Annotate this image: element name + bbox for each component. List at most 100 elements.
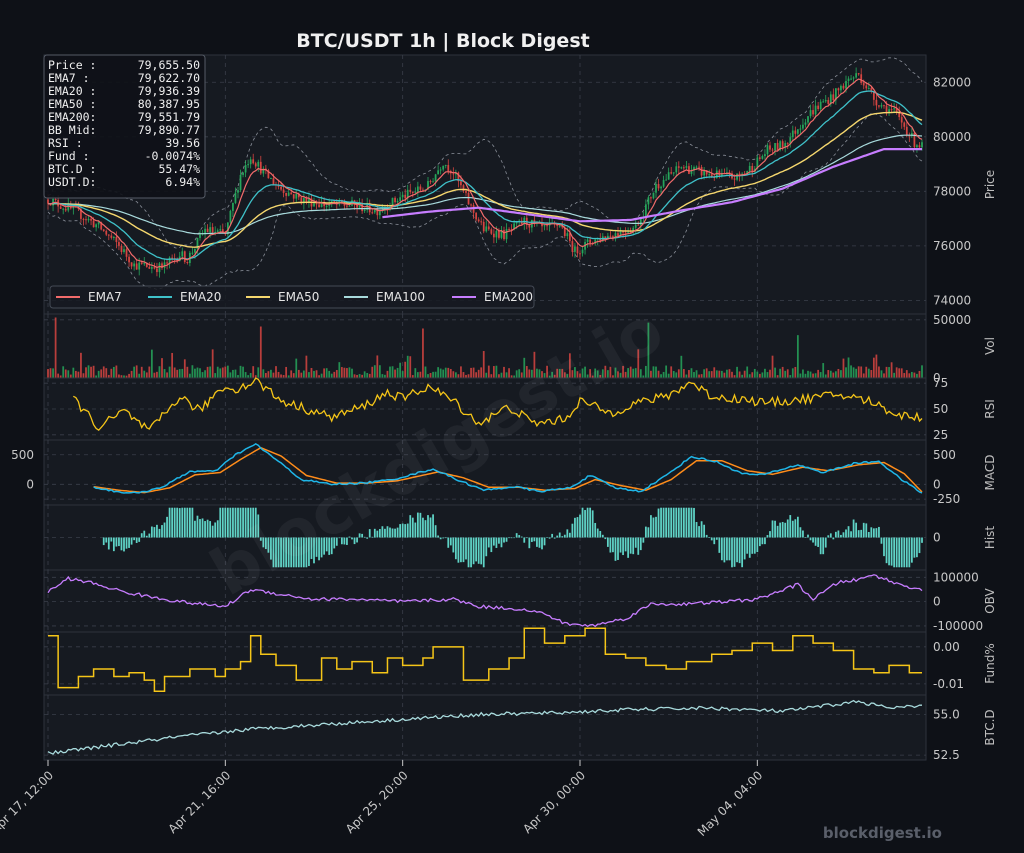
hist-bar bbox=[460, 537, 462, 563]
volume-bar bbox=[764, 368, 766, 378]
candle-body bbox=[54, 199, 57, 201]
candle-body bbox=[145, 263, 148, 268]
hist-bar bbox=[211, 525, 214, 538]
candle-body bbox=[500, 229, 503, 238]
funding-line bbox=[48, 627, 922, 693]
volume-bar bbox=[472, 367, 475, 378]
volume-bar bbox=[520, 372, 523, 378]
hist-bar bbox=[399, 524, 402, 538]
candle-body bbox=[708, 174, 711, 176]
volume-bar bbox=[399, 362, 402, 378]
volume-bar bbox=[130, 370, 133, 378]
volume-bar bbox=[315, 370, 318, 378]
hist-bar bbox=[130, 537, 133, 545]
candle-body bbox=[467, 192, 470, 205]
hist-bar bbox=[475, 537, 478, 562]
hist-bar bbox=[667, 507, 670, 538]
hist-bar bbox=[292, 537, 295, 568]
hist-bar bbox=[614, 537, 617, 561]
hist-bar bbox=[680, 507, 683, 538]
volume-bar bbox=[287, 375, 290, 378]
volume-bar bbox=[145, 372, 148, 378]
volume-bar bbox=[814, 373, 817, 378]
volume-bar bbox=[320, 373, 323, 378]
hist-bar bbox=[710, 537, 713, 541]
hist-bar bbox=[156, 524, 158, 538]
volume-bar bbox=[128, 373, 130, 378]
volume-bar bbox=[695, 370, 698, 378]
volume-bar bbox=[325, 368, 328, 378]
volume-bar bbox=[290, 370, 293, 378]
candle-body bbox=[168, 257, 171, 264]
volume-bar bbox=[351, 368, 353, 378]
volume-bar bbox=[657, 370, 660, 378]
hist-bar bbox=[128, 537, 130, 548]
volume-bar bbox=[267, 371, 270, 378]
hist-bar bbox=[143, 530, 146, 538]
hist-bar bbox=[634, 537, 637, 548]
candle-body bbox=[249, 159, 252, 165]
hist-bar bbox=[394, 528, 396, 538]
volume-bar bbox=[746, 366, 749, 378]
volume-bar bbox=[784, 370, 787, 378]
candle-body bbox=[814, 105, 817, 115]
volume-bar bbox=[885, 366, 888, 378]
info-value: -0.0074% bbox=[145, 149, 200, 163]
obv-ytick-label: 0 bbox=[933, 595, 941, 609]
volume-bar bbox=[556, 368, 559, 378]
hist-bar bbox=[845, 529, 847, 538]
volume-bar bbox=[726, 369, 728, 378]
volume-bar bbox=[201, 372, 204, 378]
hist-bar bbox=[239, 507, 242, 538]
hist-bar bbox=[551, 533, 554, 538]
volume-bar bbox=[82, 373, 85, 378]
hist-bar bbox=[885, 537, 888, 564]
candle-body bbox=[568, 233, 571, 242]
candle-body bbox=[796, 129, 799, 134]
hist-bar bbox=[837, 530, 840, 538]
hist-bar bbox=[546, 537, 548, 538]
hist-bar bbox=[883, 537, 885, 557]
candle-body bbox=[895, 108, 898, 113]
candle-body bbox=[627, 232, 630, 234]
hist-bar bbox=[237, 507, 239, 538]
volume-bar bbox=[837, 368, 840, 378]
hist-bar bbox=[591, 510, 594, 538]
volume-bar bbox=[720, 370, 723, 378]
candle-body bbox=[847, 78, 850, 82]
rsi-line bbox=[73, 377, 923, 432]
candle-body bbox=[736, 173, 738, 180]
candle-body bbox=[333, 201, 336, 204]
candle-body bbox=[505, 229, 508, 240]
hist-bar bbox=[480, 537, 483, 565]
x-tick-label: Apr 25, 20:00 bbox=[343, 768, 411, 836]
candle-body bbox=[622, 230, 624, 233]
candle-body bbox=[361, 202, 364, 212]
info-value: 79,655.50 bbox=[138, 58, 200, 72]
hist-bar bbox=[320, 537, 323, 558]
candle-body bbox=[667, 172, 670, 180]
candle-body bbox=[769, 145, 771, 150]
volume-bar bbox=[272, 372, 275, 378]
volume-bar bbox=[824, 374, 827, 378]
candle-body bbox=[606, 235, 609, 240]
volume-bar bbox=[199, 368, 201, 378]
candle-body bbox=[791, 130, 794, 138]
hist-bar bbox=[166, 516, 168, 538]
volume-bar bbox=[903, 373, 906, 378]
candle-body bbox=[487, 226, 490, 230]
volume-bar bbox=[406, 355, 409, 378]
volume-bar bbox=[87, 365, 90, 378]
volume-bar bbox=[107, 374, 110, 378]
hist-bar bbox=[323, 537, 326, 555]
volume-bar bbox=[80, 352, 82, 378]
hist-bar bbox=[637, 537, 640, 555]
candle-body bbox=[776, 143, 779, 151]
hist-bar bbox=[655, 516, 657, 538]
hist-bar bbox=[247, 507, 250, 538]
btcd-panel-bg bbox=[43, 694, 927, 761]
hist-bar bbox=[201, 518, 204, 538]
candle-body bbox=[47, 199, 49, 204]
volume-bar bbox=[404, 361, 407, 378]
ema200-line bbox=[382, 148, 922, 223]
